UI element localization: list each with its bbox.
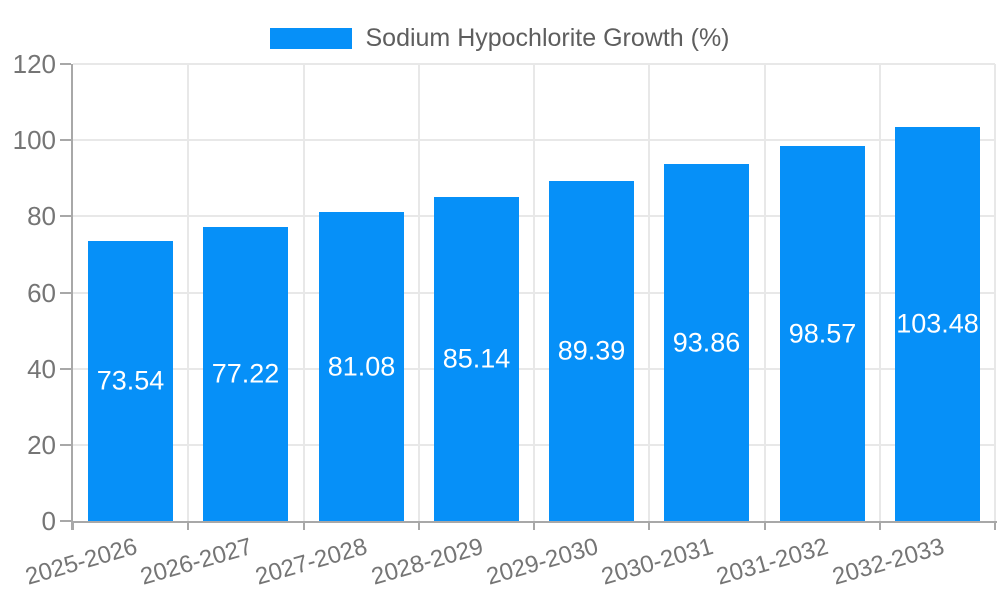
y-tick-mark — [60, 215, 71, 218]
bar-value-label: 77.22 — [211, 358, 280, 389]
bar-value-label: 103.48 — [896, 308, 979, 339]
x-axis-category-label: 2025-2026 — [22, 533, 141, 591]
x-tick-mark — [763, 521, 766, 530]
x-axis-category-label: 2030-2031 — [598, 533, 717, 591]
bar-2025-2026[interactable]: 73.54 — [88, 241, 173, 521]
x-axis-category-label: 2028-2029 — [368, 533, 486, 591]
x-tick-mark — [302, 521, 305, 530]
bar-value-label: 93.86 — [672, 327, 741, 357]
v-gridline — [648, 64, 651, 521]
bar-2032-2033[interactable]: 103.48 — [895, 127, 980, 521]
y-axis-tick-label: 80 — [27, 201, 56, 232]
bar-value-label: 73.54 — [96, 365, 165, 396]
bar-2027-2028[interactable]: 81.08 — [319, 212, 404, 521]
x-tick-mark — [994, 521, 996, 530]
y-axis-tick-label: 120 — [12, 49, 56, 79]
x-tick-mark — [187, 521, 190, 530]
x-tick-mark — [878, 521, 881, 530]
bar-2026-2027[interactable]: 77.22 — [203, 227, 288, 521]
x-axis-category-label: 2029-2030 — [483, 533, 602, 591]
legend-swatch — [270, 28, 353, 49]
y-tick-mark — [60, 63, 71, 65]
v-gridline — [533, 64, 535, 521]
bar-value-label: 81.08 — [327, 351, 396, 381]
y-tick-mark — [60, 139, 71, 142]
x-axis-category-label: 2032-2033 — [829, 533, 947, 591]
v-gridline — [994, 64, 996, 521]
bar-value-label: 98.57 — [788, 318, 857, 348]
y-axis-tick-label: 60 — [27, 277, 56, 308]
bar-2028-2029[interactable]: 85.14 — [434, 197, 519, 521]
x-axis-category-label: 2027-2028 — [252, 533, 371, 591]
v-gridline — [187, 64, 190, 521]
v-gridline — [302, 64, 305, 521]
bar-2030-2031[interactable]: 93.86 — [664, 164, 749, 521]
v-gridline — [878, 64, 881, 521]
legend[interactable]: Sodium Hypochlorite Growth (%) — [0, 24, 1000, 53]
x-axis-category-label: 2031-2032 — [713, 533, 832, 591]
x-axis-category-label: 2026-2027 — [137, 533, 256, 591]
y-axis-line — [71, 64, 73, 530]
y-tick-mark — [60, 291, 71, 294]
y-axis-tick-label: 0 — [41, 506, 56, 536]
x-tick-mark — [533, 521, 535, 530]
bar-value-label: 85.14 — [442, 343, 511, 374]
x-axis-line — [71, 521, 997, 523]
x-tick-mark — [648, 521, 651, 530]
bar-2031-2032[interactable]: 98.57 — [780, 146, 865, 521]
bar-value-label: 89.39 — [557, 335, 626, 366]
y-axis-tick-label: 20 — [27, 429, 56, 460]
y-tick-mark — [60, 367, 71, 370]
bar-2029-2030[interactable]: 89.39 — [549, 181, 634, 521]
x-tick-mark — [417, 521, 420, 530]
x-tick-mark — [72, 521, 74, 530]
v-gridline — [417, 64, 420, 521]
y-axis-tick-label: 40 — [27, 353, 56, 384]
y-axis-tick-label: 100 — [12, 125, 56, 156]
y-tick-mark — [60, 443, 71, 446]
y-tick-mark — [60, 520, 71, 522]
legend-label: Sodium Hypochlorite Growth (%) — [365, 24, 730, 52]
v-gridline — [763, 64, 766, 521]
